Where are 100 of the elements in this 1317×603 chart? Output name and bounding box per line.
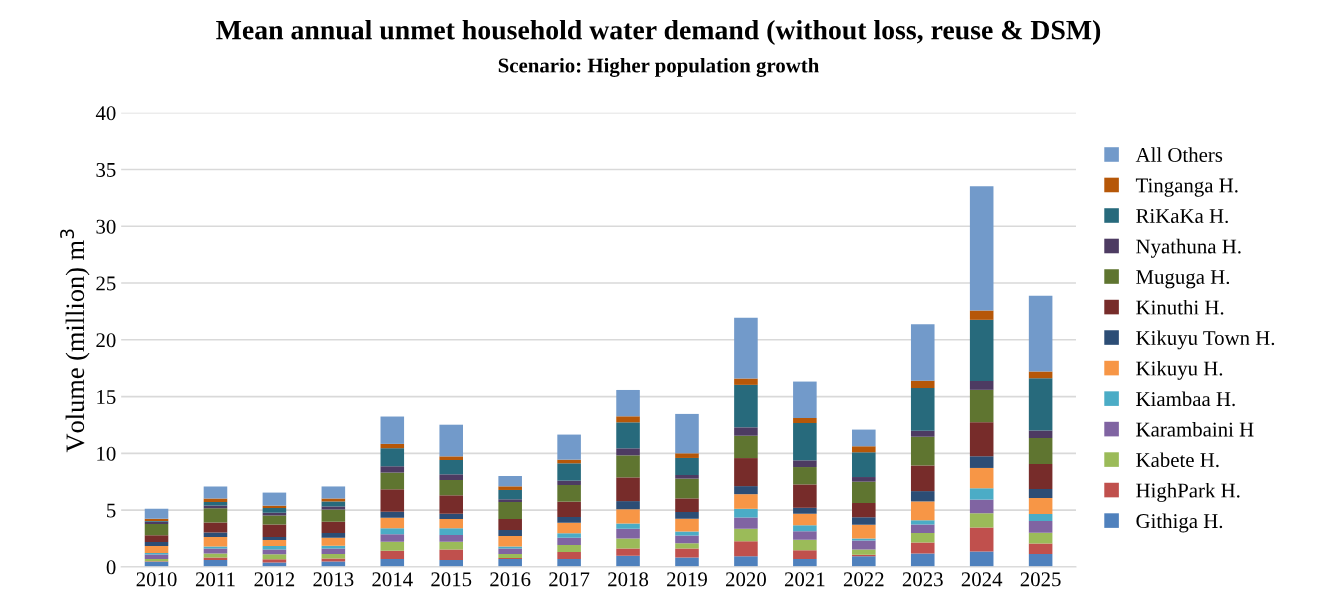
x-tick-label: 2024 bbox=[961, 572, 1003, 587]
bar bbox=[321, 521, 346, 534]
bar bbox=[203, 508, 228, 523]
bar bbox=[616, 389, 640, 417]
bar bbox=[557, 434, 581, 460]
bar bbox=[498, 489, 522, 500]
x-tick-label: 2013 bbox=[313, 572, 354, 587]
y-axis-title: Volume (million) m$^{3}$ bbox=[60, 229, 90, 453]
bar bbox=[1028, 514, 1053, 522]
bar bbox=[852, 524, 876, 539]
bar bbox=[498, 548, 522, 555]
bar bbox=[969, 527, 994, 552]
bar bbox=[910, 524, 935, 534]
bar bbox=[1028, 543, 1053, 555]
bar bbox=[734, 435, 758, 459]
bar bbox=[557, 480, 581, 485]
bar bbox=[557, 463, 581, 481]
bar bbox=[910, 553, 935, 567]
bar bbox=[203, 546, 228, 549]
bar bbox=[969, 380, 994, 390]
bar bbox=[675, 535, 699, 544]
bar bbox=[734, 494, 758, 509]
bar bbox=[793, 531, 817, 540]
bar bbox=[380, 416, 405, 444]
x-tick-label: 2015 bbox=[431, 572, 472, 587]
bar bbox=[498, 559, 522, 567]
y-tick-label: 20 bbox=[96, 333, 116, 348]
bar bbox=[793, 423, 817, 461]
x-tick-label: 2017 bbox=[549, 572, 590, 587]
bar bbox=[321, 506, 346, 510]
bar bbox=[793, 507, 817, 514]
bar bbox=[321, 537, 346, 546]
bar bbox=[262, 536, 287, 540]
bar bbox=[852, 549, 876, 555]
bar bbox=[969, 513, 994, 528]
bar bbox=[557, 537, 581, 546]
bar bbox=[734, 458, 758, 487]
y-tick-label: 15 bbox=[97, 390, 116, 404]
bar bbox=[439, 513, 464, 520]
x-tick-label: 2018 bbox=[608, 572, 649, 587]
bar bbox=[675, 453, 699, 458]
bar bbox=[498, 502, 522, 520]
bar bbox=[498, 530, 522, 537]
bar bbox=[616, 422, 640, 449]
bar bbox=[1028, 498, 1053, 515]
bar bbox=[616, 548, 640, 556]
bar bbox=[498, 476, 522, 487]
legend-label: Nyathuna H. bbox=[1136, 238, 1241, 258]
x-tick-label: 2010 bbox=[136, 572, 177, 587]
bar bbox=[203, 537, 228, 547]
bar bbox=[852, 503, 876, 518]
bar bbox=[969, 488, 994, 500]
bar bbox=[910, 491, 935, 502]
bar bbox=[144, 535, 169, 543]
x-tick-label: 2012 bbox=[254, 572, 295, 587]
bar bbox=[910, 380, 935, 389]
bar bbox=[380, 550, 405, 560]
chart-subtitle: Scenario: Higher population growth bbox=[498, 57, 819, 77]
bar bbox=[1028, 463, 1053, 490]
y-tick-label: 40 bbox=[95, 106, 116, 121]
bar bbox=[969, 499, 994, 514]
bar bbox=[616, 416, 640, 423]
bar bbox=[557, 522, 581, 534]
bar bbox=[793, 539, 817, 551]
bar bbox=[969, 319, 994, 381]
bar bbox=[969, 551, 994, 567]
x-tick-label: 2014 bbox=[372, 572, 413, 587]
bar bbox=[852, 446, 876, 453]
legend-label: Kikuyu Town H. bbox=[1136, 330, 1275, 350]
bar bbox=[203, 532, 228, 538]
y-tick-label: 35 bbox=[96, 162, 116, 177]
bar bbox=[616, 509, 640, 524]
bar bbox=[262, 559, 287, 563]
bar bbox=[498, 519, 522, 531]
legend-label: All Others bbox=[1135, 147, 1223, 162]
bar bbox=[557, 552, 581, 560]
x-tick-label: 2019 bbox=[667, 572, 707, 587]
bar bbox=[1028, 437, 1053, 464]
bar bbox=[203, 557, 228, 561]
bar bbox=[793, 460, 817, 468]
bar bbox=[852, 538, 876, 541]
bar bbox=[734, 508, 758, 518]
bar bbox=[1028, 521, 1053, 533]
bar bbox=[439, 519, 464, 529]
bar bbox=[557, 501, 581, 517]
bar bbox=[852, 517, 876, 525]
x-tick-label: 2020 bbox=[726, 572, 766, 587]
bar bbox=[616, 455, 640, 478]
bar bbox=[498, 486, 522, 490]
bar bbox=[262, 508, 287, 513]
y-tick-label: 25 bbox=[96, 276, 116, 291]
bar bbox=[852, 556, 876, 567]
bar bbox=[498, 554, 522, 559]
bar bbox=[793, 467, 817, 485]
bar bbox=[380, 472, 405, 490]
x-tick-label: 2022 bbox=[843, 572, 884, 587]
bar bbox=[734, 556, 758, 567]
bar bbox=[498, 499, 522, 502]
bar bbox=[262, 512, 287, 516]
y-tick-label: 30 bbox=[96, 219, 116, 234]
